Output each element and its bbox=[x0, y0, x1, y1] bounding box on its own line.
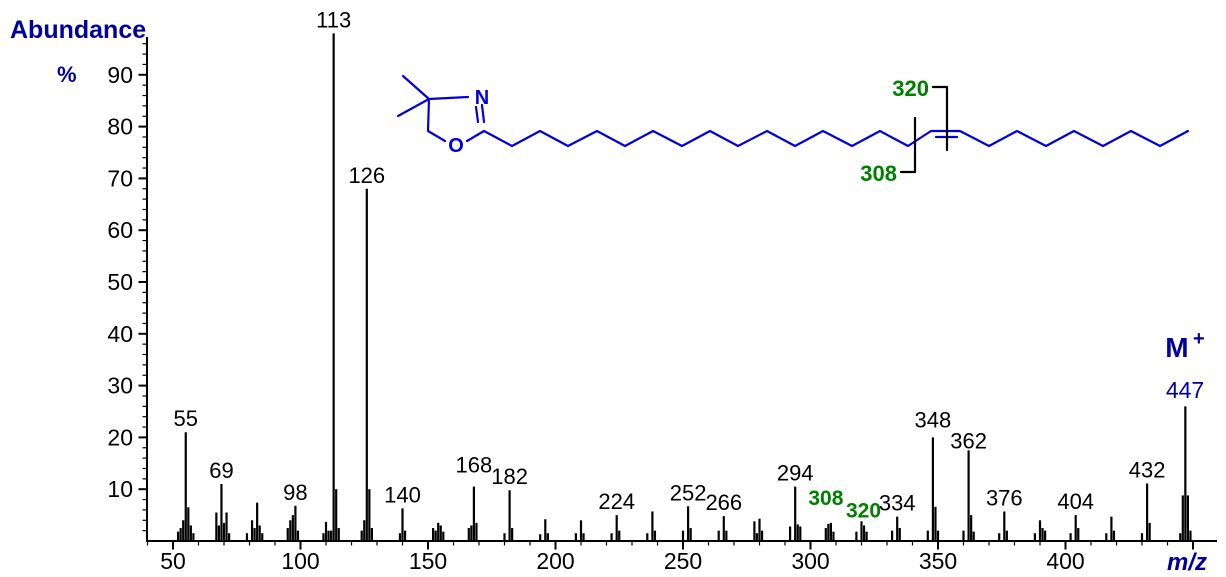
peak-label-320: 320 bbox=[846, 499, 881, 522]
peak-label-113: 113 bbox=[316, 7, 351, 32]
peak-label-432: 432 bbox=[1129, 458, 1166, 483]
y-tick-label: 90 bbox=[107, 62, 133, 88]
peak-label-294: 294 bbox=[777, 461, 814, 486]
alkyl-chain bbox=[482, 129, 1190, 148]
y-axis-unit: % bbox=[57, 62, 77, 87]
y-tick-label: 50 bbox=[107, 269, 133, 295]
peak-label-98: 98 bbox=[283, 480, 307, 505]
peak-label-334: 334 bbox=[879, 491, 916, 516]
molecular-ion-label: M + bbox=[1165, 328, 1204, 363]
x-tick-label: 150 bbox=[409, 548, 447, 574]
plot-layer: 10 20 30 40 50 60 70 80 90 50 100 150 200 250 300 350 40… bbox=[107, 7, 1217, 574]
x-axis-label: m/z bbox=[1167, 549, 1207, 576]
peak-label-182: 182 bbox=[491, 464, 528, 489]
peak-label-404: 404 bbox=[1057, 489, 1094, 514]
x-tick-label: 250 bbox=[664, 548, 702, 574]
peak-label-252: 252 bbox=[670, 480, 707, 505]
y-tick-label: 40 bbox=[107, 321, 133, 347]
y-tick-label: 80 bbox=[107, 114, 133, 140]
peak-label-69: 69 bbox=[209, 458, 233, 483]
oxygen-atom-label: O bbox=[448, 135, 464, 157]
y-tick-label: 20 bbox=[107, 424, 133, 450]
peak-label-140: 140 bbox=[384, 482, 421, 507]
peak-label-308: 308 bbox=[808, 487, 843, 510]
peak-label-376: 376 bbox=[986, 485, 1023, 510]
molecular-ion-mass: 447 bbox=[1166, 377, 1204, 403]
x-tick-label: 100 bbox=[281, 548, 319, 574]
y-tick-label: 30 bbox=[107, 373, 133, 399]
oxazoline-structure: N O 320 308 bbox=[396, 74, 1190, 186]
x-tick-label: 50 bbox=[160, 548, 186, 574]
peak-label-362: 362 bbox=[950, 428, 987, 453]
y-tick-label: 60 bbox=[107, 217, 133, 243]
c2-n-double-bond bbox=[474, 103, 486, 124]
peak-label-266: 266 bbox=[705, 490, 742, 515]
ring-bonds bbox=[426, 95, 486, 143]
peak-label-55: 55 bbox=[174, 406, 198, 431]
nitrogen-atom-label: N bbox=[475, 87, 489, 109]
y-tick-label: 70 bbox=[107, 165, 133, 191]
fragment-bracket-320 bbox=[931, 85, 949, 152]
gem-dimethyl-bonds bbox=[396, 74, 431, 118]
y-axis-title: Abundance bbox=[10, 16, 146, 44]
peak-label-224: 224 bbox=[598, 489, 635, 514]
molecular-ion-symbol: M bbox=[1165, 332, 1188, 363]
molecular-ion-charge: + bbox=[1193, 328, 1205, 350]
x-tick-label: 300 bbox=[791, 548, 829, 574]
y-tick-label: 10 bbox=[107, 476, 133, 502]
fragment-label-308: 308 bbox=[860, 161, 897, 186]
x-tick-label: 350 bbox=[919, 548, 957, 574]
fragment-label-320: 320 bbox=[892, 76, 929, 101]
x-tick-label: 400 bbox=[1046, 548, 1084, 574]
peak-label-168: 168 bbox=[456, 453, 493, 478]
fragment-bracket-308 bbox=[899, 116, 917, 174]
peak-label-126: 126 bbox=[348, 163, 385, 188]
peak-label-348: 348 bbox=[915, 407, 952, 432]
x-tick-label: 200 bbox=[536, 548, 574, 574]
